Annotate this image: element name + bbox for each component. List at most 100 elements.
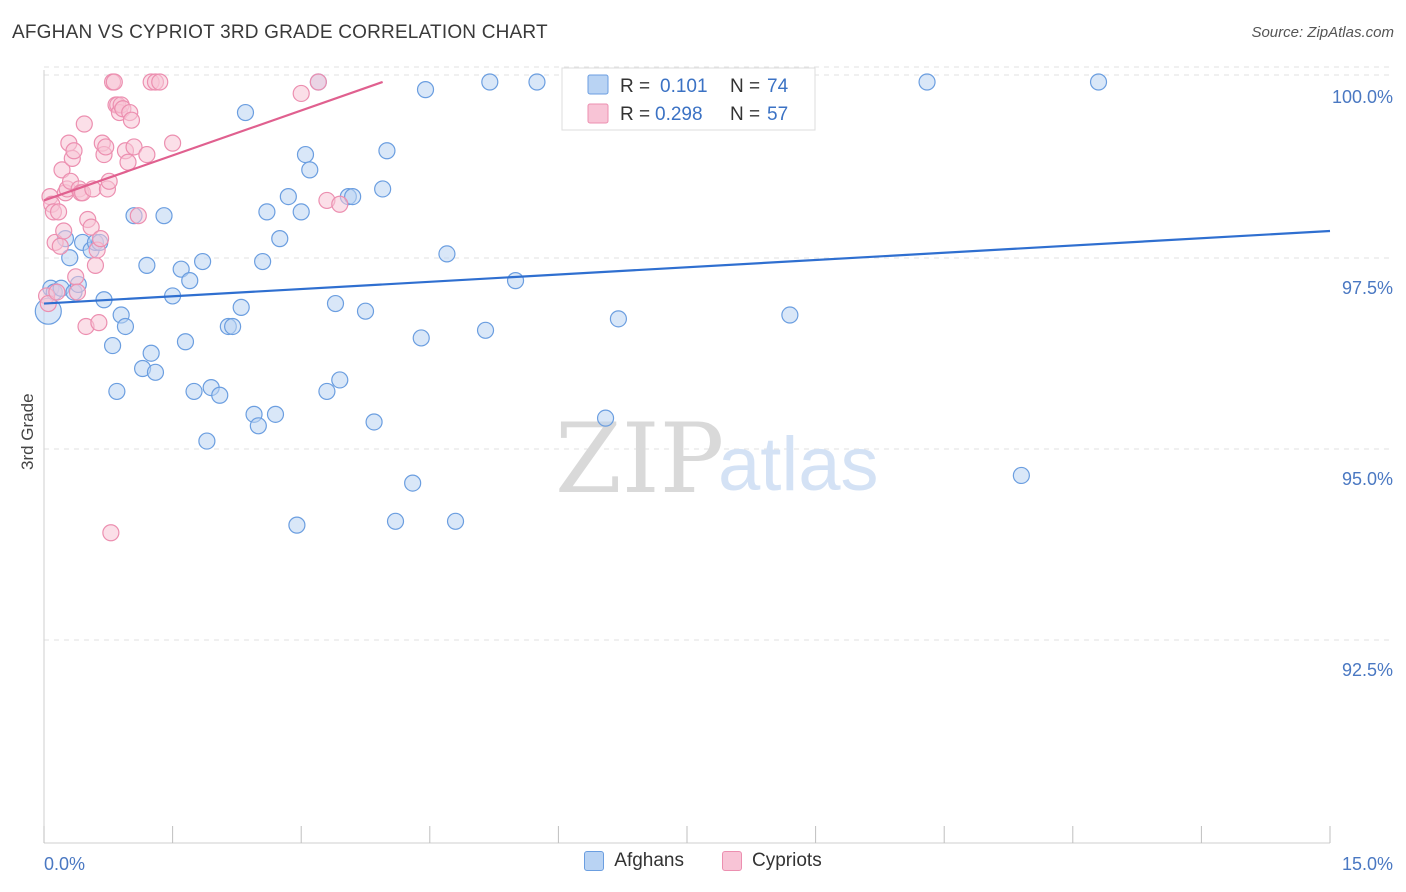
cypriot-point-33 [97,138,115,156]
bottom-legend-swatch-afghans [584,851,605,871]
cypriot-point-58 [331,195,349,213]
legend-r-label-cypriots: R = [620,104,650,125]
x-tick-label-max: 15.0% [1342,854,1393,874]
afghan-point-37 [249,417,267,435]
cypriot-point-48 [125,138,143,156]
afghan-point-63 [476,321,495,339]
afghan-point-28 [194,252,212,271]
y-tick-labels: 92.5% 95.0% 97.5% 100.0% [1332,87,1393,680]
x-tick-label-min: 0.0% [44,854,85,874]
watermark-atlas: atlas [718,422,879,507]
cypriot-point-10 [55,222,73,240]
legend-r-value-cypriots: 0.298 [655,104,703,125]
cypriot-point-49 [129,207,147,225]
afghan-point-43 [288,516,306,534]
afghan-point-44 [292,203,310,221]
cypriot-point-9 [53,161,71,179]
y-tick-label-1: 95.0% [1342,469,1393,489]
cypriot-point-53 [151,73,169,91]
afghan-point-40 [266,405,285,423]
watermark: ZIP atlas [555,403,879,515]
trend-line-afghans [43,229,1331,305]
afghan-point-34 [232,298,250,316]
afghan-point-19 [138,256,156,274]
afghan-point-64 [481,73,499,91]
cypriot-point-36 [102,524,120,542]
trend-line-cypriots [43,80,384,202]
cypriot-point-6 [48,283,66,301]
afghan-point-41 [271,230,289,248]
legend-swatch-afghans [587,74,609,95]
legend-box: R = 0.101 N = 74 R = 0.298 N = 57 [561,67,816,131]
afghan-point-52 [344,188,362,206]
afghan-point-59 [412,329,430,347]
afghan-point-20 [142,344,160,362]
cypriot-point-38 [105,73,123,91]
trend-lines [43,80,1331,305]
bottom-legend-label-afghans: Afghans [614,850,685,871]
afghan-point-50 [331,371,349,389]
cypriot-points [37,73,349,542]
afghan-point-39 [258,203,276,221]
cypriot-point-18 [68,283,87,301]
afghan-point-46 [301,161,319,179]
afghan-point-73 [1089,73,1108,91]
cypriot-point-25 [82,218,100,236]
bottom-legend-label-cypriots: Cypriots [752,850,822,871]
afghan-point-54 [365,413,383,431]
watermark-zip: ZIP [555,403,724,515]
bottom-legend-swatch-cypriots [722,851,743,871]
afghan-point-24 [172,260,190,278]
afghan-point-66 [528,73,546,91]
afghan-point-62 [446,512,465,530]
cypriot-point-45 [119,153,137,171]
cypriot-point-47 [122,111,141,129]
legend-r-label-afghans: R = [620,76,650,97]
afghan-point-42 [279,188,297,206]
afghan-point-61 [438,245,456,263]
y-tick-label-3: 100.0% [1332,87,1393,107]
afghan-point-56 [378,142,396,160]
afghan-point-65 [506,272,525,290]
afghan-point-38 [254,252,272,271]
afghan-point-60 [416,81,435,99]
cypriot-point-22 [75,115,93,133]
cypriot-point-55 [292,84,310,103]
afghan-point-55 [374,180,392,198]
chart-title: AFGHAN VS CYPRIOT 3RD GRADE CORRELATION … [12,22,548,43]
afghan-point-45 [296,145,315,164]
afghan-point-67 [596,409,615,427]
afghan-point-71 [918,73,936,91]
legend-swatch-cypriots [587,103,609,124]
grid-lines [44,66,1393,641]
afghan-point-70 [781,306,799,324]
afghan-point-5 [61,249,79,267]
bottom-legend-afghans: Afghans [584,850,684,872]
cypriot-point-27 [86,256,105,274]
afghan-point-16 [116,317,135,336]
cypriot-point-16 [65,142,83,160]
afghan-point-58 [404,474,422,492]
afghan-point-21 [146,363,165,381]
afghan-point-31 [211,386,229,404]
cypriot-point-54 [164,134,182,152]
afghan-point-14 [108,382,126,401]
afghan-point-53 [356,302,375,320]
legend-n-value-afghans: 74 [767,76,789,97]
afghan-point-25 [176,333,195,351]
legend-n-value-cypriots: 57 [767,104,788,125]
bottom-legend: Afghans Cypriots [0,850,1406,872]
afghan-point-72 [1012,466,1030,485]
legend-n-label-afghans: N = [730,76,760,97]
afghan-point-49 [326,294,345,313]
afghan-point-33 [224,317,242,336]
cypriot-point-50 [138,145,156,164]
afghan-point-68 [609,310,628,328]
bottom-legend-cypriots: Cypriots [722,850,822,872]
y-tick-label-2: 97.5% [1342,278,1393,298]
cypriot-point-7 [49,203,68,221]
y-tick-label-0: 92.5% [1342,660,1393,680]
afghan-point-22 [155,207,173,225]
cypriot-point-17 [67,268,85,286]
